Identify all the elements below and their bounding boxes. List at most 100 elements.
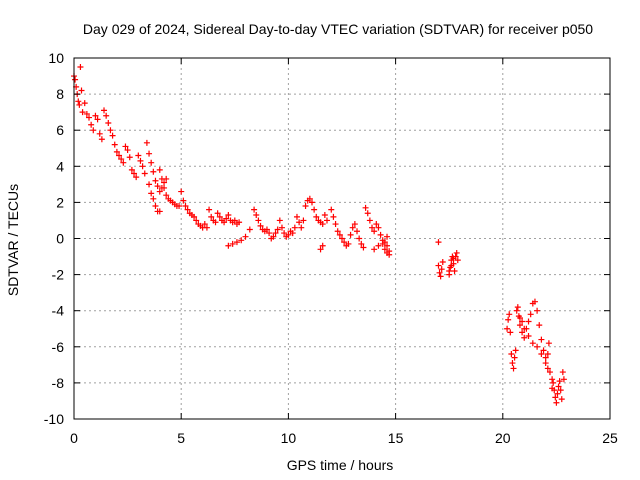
data-point-35 [137, 157, 144, 164]
data-point-165 [371, 246, 378, 253]
data-point-160 [381, 246, 388, 253]
data-point-205 [527, 311, 534, 318]
data-point-94 [233, 239, 240, 246]
data-point-190 [506, 311, 513, 318]
data-point-202 [521, 334, 528, 341]
data-point-151 [362, 204, 369, 211]
y-tick-label-4: -2 [52, 267, 65, 283]
data-point-92 [225, 242, 232, 249]
data-point-50 [146, 181, 153, 188]
data-point-158 [377, 231, 384, 238]
data-point-85 [223, 215, 230, 222]
data-point-130 [319, 221, 326, 228]
data-point-222 [555, 383, 562, 390]
data-point-196 [512, 347, 519, 354]
data-point-233 [534, 343, 541, 350]
data-point-197 [513, 307, 520, 314]
data-point-22 [109, 132, 116, 139]
data-point-114 [285, 231, 292, 238]
data-point-185 [446, 267, 453, 274]
data-point-80 [212, 219, 219, 226]
data-point-118 [293, 213, 300, 220]
data-point-156 [373, 221, 380, 228]
data-point-99 [253, 212, 260, 219]
data-point-100 [255, 217, 262, 224]
x-tick-label-2: 10 [281, 430, 297, 446]
data-point-198 [514, 304, 521, 311]
data-point-216 [549, 376, 556, 383]
data-point-81 [214, 210, 221, 217]
data-point-70 [191, 213, 198, 220]
y-tick-label-2: -6 [52, 339, 65, 355]
data-point-136 [330, 213, 337, 220]
x-axis-title: GPS time / hours [287, 457, 394, 473]
data-point-105 [266, 230, 273, 237]
data-point-211 [540, 347, 547, 354]
data-point-1 [72, 76, 79, 83]
ticks-layer: 0 5 10 15 20 25 -10 -8 -6 -4 -2 0 2 4 6 8 10 [44, 50, 618, 446]
data-point-107 [270, 233, 277, 240]
data-point-226 [559, 369, 566, 376]
data-point-31 [128, 166, 135, 173]
data-point-56 [156, 188, 163, 195]
data-point-26 [118, 156, 125, 163]
data-point-131 [321, 212, 328, 219]
data-point-21 [107, 127, 114, 134]
data-point-213 [544, 351, 551, 358]
y-tick-label-5: 0 [56, 231, 64, 247]
y-tick-label-7: 4 [56, 158, 64, 174]
data-point-224 [557, 387, 564, 394]
data-point-66 [182, 203, 189, 210]
data-point-47 [163, 192, 170, 199]
data-point-138 [334, 228, 341, 235]
data-point-91 [236, 219, 243, 226]
data-point-152 [364, 210, 371, 217]
data-point-84 [221, 219, 228, 226]
y-tick-label-1: -8 [52, 375, 65, 391]
data-point-181 [451, 267, 458, 274]
data-point-122 [302, 203, 309, 210]
data-point-188 [504, 325, 511, 332]
data-point-40 [148, 159, 155, 166]
data-point-121 [300, 217, 307, 224]
data-point-169 [386, 248, 393, 255]
y-tick-label-6: 2 [56, 194, 64, 210]
data-point-236 [544, 365, 551, 372]
data-point-234 [538, 351, 545, 358]
data-point-8 [79, 109, 86, 116]
data-point-166 [375, 242, 382, 249]
data-point-27 [120, 159, 127, 166]
data-point-141 [341, 239, 348, 246]
data-point-13 [90, 127, 97, 134]
data-point-140 [339, 235, 345, 242]
data-point-132 [323, 217, 330, 224]
chart-title: Day 029 of 2024, Sidereal Day-to-day VTE… [83, 21, 593, 37]
y-tick-label-8: 6 [56, 122, 64, 138]
data-point-143 [345, 240, 352, 247]
data-point-110 [276, 217, 283, 224]
x-tick-label-3: 15 [388, 430, 404, 446]
data-point-93 [229, 240, 236, 247]
data-point-32 [131, 170, 138, 177]
data-point-6 [77, 64, 84, 71]
data-point-168 [384, 242, 391, 249]
data-point-153 [366, 217, 373, 224]
x-tick-label-5: 25 [602, 430, 618, 446]
data-point-124 [306, 195, 313, 202]
x-tick-label-0: 0 [70, 430, 78, 446]
data-point-11 [86, 114, 93, 121]
data-point-145 [349, 224, 356, 231]
data-point-108 [272, 230, 279, 237]
data-point-237 [549, 385, 556, 392]
data-point-55 [156, 208, 163, 215]
data-point-214 [545, 340, 552, 347]
data-point-14 [92, 112, 99, 119]
data-point-37 [141, 170, 148, 177]
data-point-212 [542, 354, 549, 361]
data-point-64 [178, 188, 185, 195]
data-point-200 [516, 322, 523, 329]
data-point-23 [111, 141, 118, 148]
data-point-38 [143, 139, 150, 146]
